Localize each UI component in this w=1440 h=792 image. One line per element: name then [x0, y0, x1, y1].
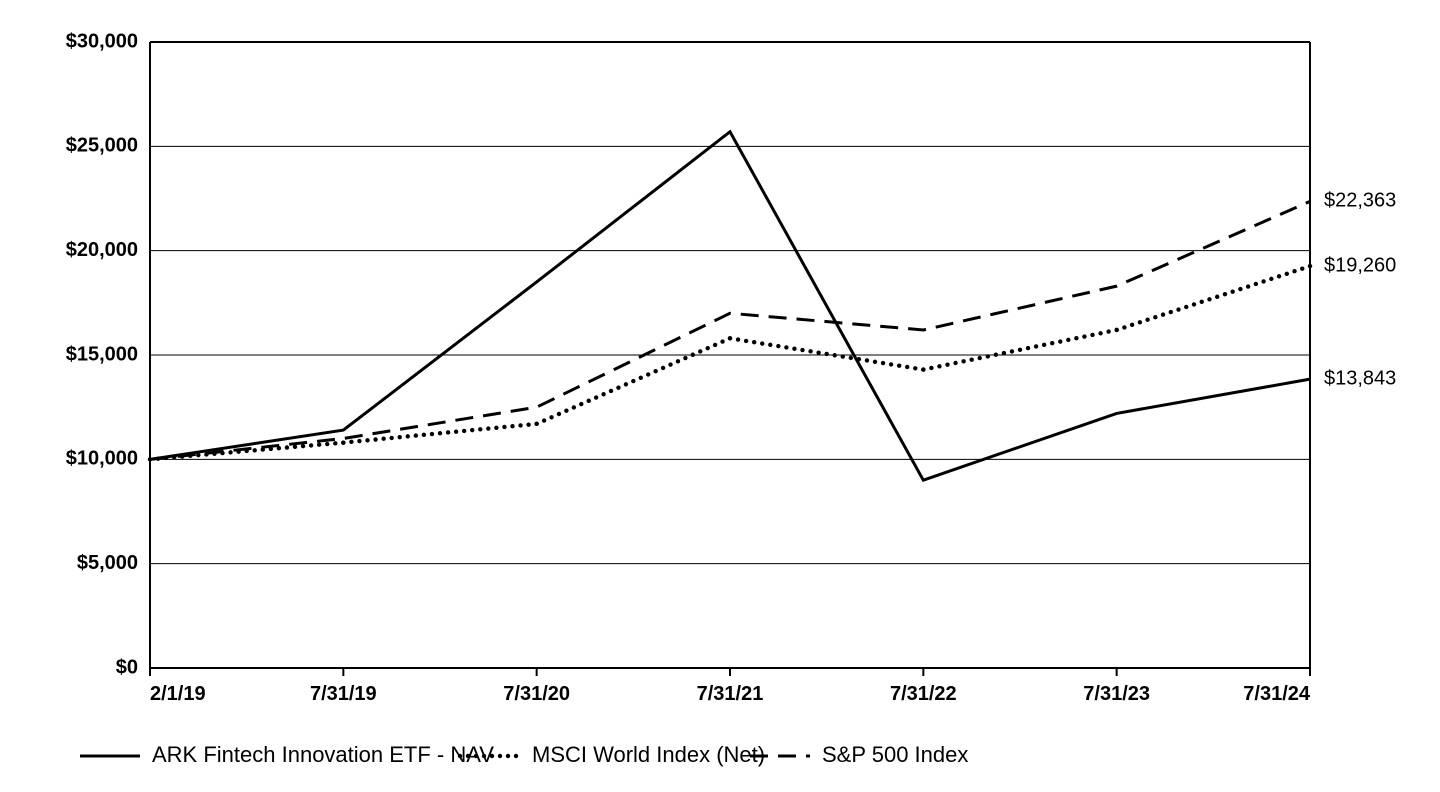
- series-end-label: $19,260: [1324, 254, 1396, 276]
- legend-label: ARK Fintech Innovation ETF - NAV: [152, 742, 494, 767]
- y-tick-label: $10,000: [66, 448, 138, 470]
- y-tick-label: $0: [116, 656, 138, 678]
- x-tick-label: 7/31/19: [310, 683, 377, 705]
- y-tick-label: $25,000: [66, 135, 138, 157]
- chart-canvas: $0 $5,000 $10,000 $15,000 $20,000 $25,000 $30,…: [0, 0, 1440, 792]
- y-tick-label: $5,000: [77, 552, 138, 574]
- x-tick-label: 7/31/22: [890, 683, 957, 705]
- x-tick-label: 2/1/19: [150, 683, 206, 705]
- y-tick-label: $30,000: [66, 30, 138, 52]
- series-end-label: $22,363: [1324, 190, 1396, 212]
- legend-label: S&P 500 Index: [822, 742, 968, 767]
- y-tick-label: $20,000: [66, 239, 138, 261]
- growth-chart: $0 $5,000 $10,000 $15,000 $20,000 $25,000 $30,…: [0, 0, 1440, 792]
- legend-label: MSCI World Index (Net): [532, 742, 765, 767]
- x-tick-label: 7/31/24: [1243, 683, 1311, 705]
- x-tick-label: 7/31/21: [697, 683, 764, 705]
- x-tick-label: 7/31/20: [503, 683, 570, 705]
- series-end-label: $13,843: [1324, 367, 1396, 389]
- y-tick-label: $15,000: [66, 343, 138, 365]
- x-tick-label: 7/31/23: [1083, 683, 1150, 705]
